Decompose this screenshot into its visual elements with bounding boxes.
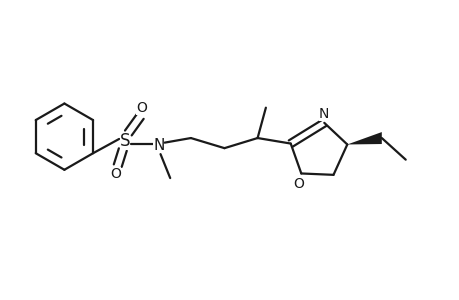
Text: N: N [319, 107, 329, 121]
Text: N: N [153, 138, 164, 153]
Text: O: O [135, 101, 146, 115]
Polygon shape [347, 132, 381, 145]
Text: O: O [293, 177, 304, 190]
Text: S: S [120, 132, 130, 150]
Text: O: O [110, 167, 121, 182]
